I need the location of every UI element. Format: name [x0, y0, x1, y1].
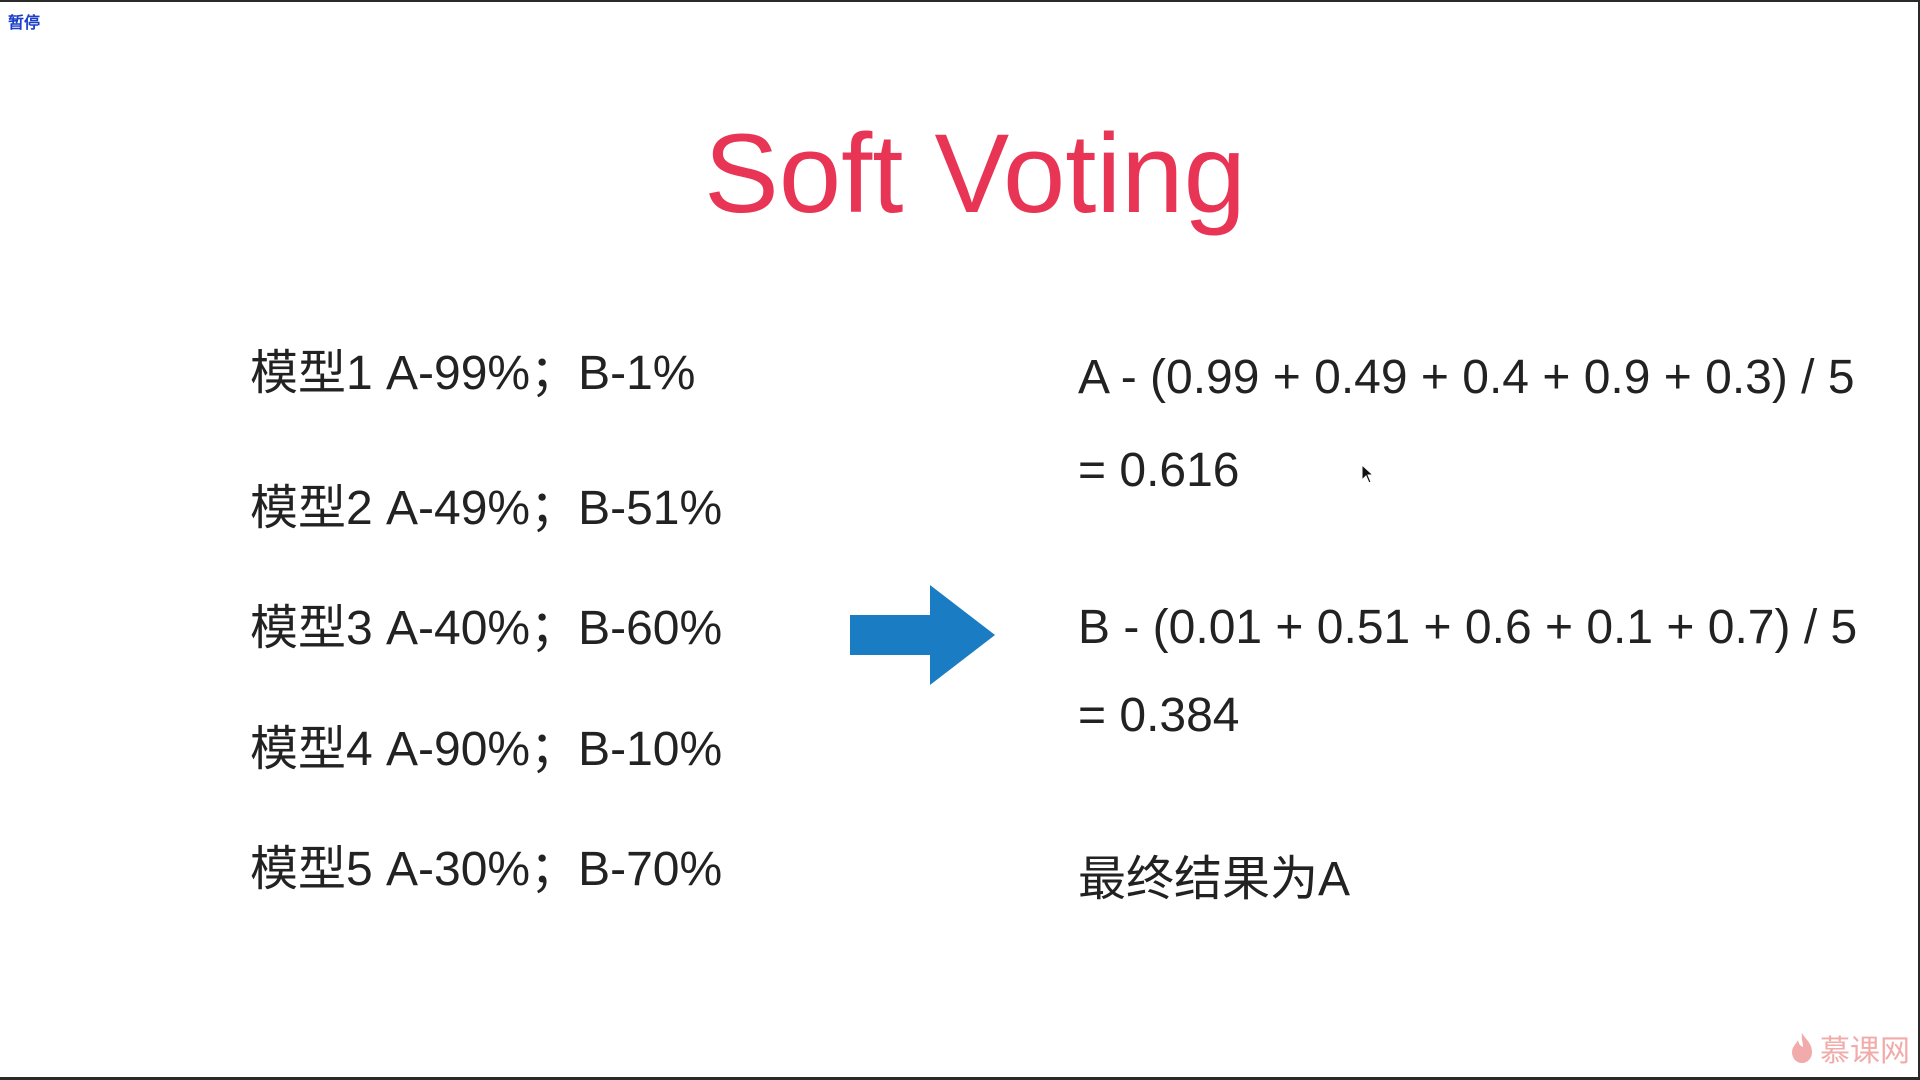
mouse-cursor-icon	[1361, 464, 1375, 484]
model-row-2: 模型2 A-49%；B-51%	[250, 482, 723, 535]
flame-icon	[1792, 1033, 1812, 1063]
result-b-formula: B - (0.01 + 0.51 + 0.6 + 0.1 + 0.7) / 5	[1078, 601, 1858, 654]
watermark: 慕课网	[1788, 1026, 1910, 1070]
right-arrow-icon	[850, 585, 995, 685]
pause-indicator[interactable]: 暂停	[8, 15, 41, 32]
model-row-3: 模型3 A-40%；B-60%	[250, 602, 723, 655]
result-a-value: = 0.616	[1078, 444, 1240, 497]
result-a-formula: A - (0.99 + 0.49 + 0.4 + 0.9 + 0.3) / 5	[1078, 351, 1855, 404]
frame-border-right	[1918, 0, 1920, 1080]
model-row-1: 模型1 A-99%；B-1%	[250, 347, 696, 400]
frame-border-top	[0, 0, 1920, 2]
watermark-text: 慕课网	[1820, 1035, 1910, 1068]
frame-border-bottom	[0, 1077, 1920, 1080]
model-row-4: 模型4 A-90%；B-10%	[250, 723, 723, 776]
final-result: 最终结果为A	[1078, 853, 1351, 906]
model-row-5: 模型5 A-30%；B-70%	[250, 843, 723, 896]
slide-title: Soft Voting	[704, 111, 1246, 236]
result-b-value: = 0.384	[1078, 689, 1240, 742]
